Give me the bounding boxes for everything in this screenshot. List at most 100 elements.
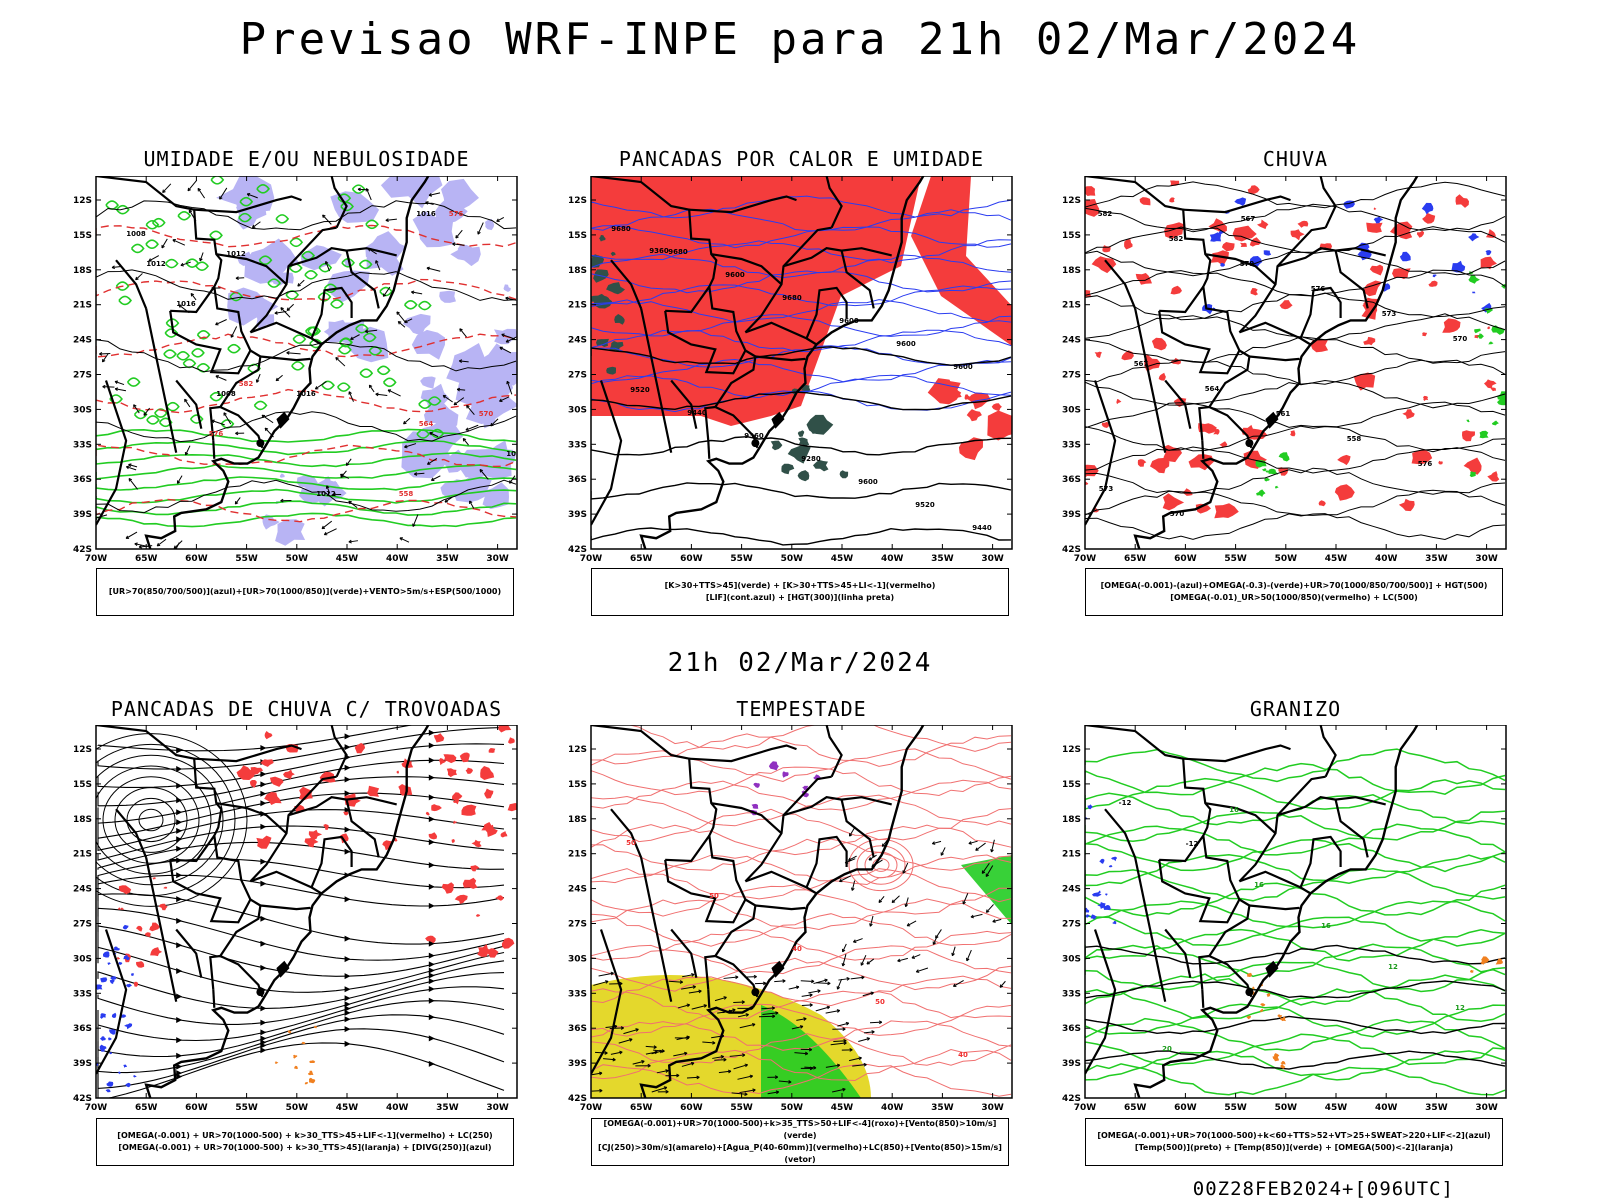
shaded-cell — [1094, 351, 1102, 358]
shaded-cell — [307, 1070, 314, 1076]
wind-vector — [280, 307, 291, 318]
wind-vector — [162, 183, 172, 193]
lon-tick-label: 35W — [931, 1103, 954, 1113]
lat-tick-label: 24S — [73, 885, 92, 895]
lifted-index-contour — [591, 358, 1012, 383]
wind-vector — [184, 398, 191, 408]
geopotential-contour — [1085, 203, 1506, 233]
subtitle: 21h 02/Mar/2024 — [667, 648, 933, 678]
thickness-contour — [96, 498, 517, 523]
shaded-cell — [260, 759, 274, 767]
wind-vector — [382, 286, 391, 297]
wind-vector — [992, 918, 1002, 923]
shaded-cell — [1169, 197, 1175, 203]
contour-label: 9440 — [972, 524, 992, 532]
humidity-contour — [196, 363, 211, 373]
wind-vector — [970, 913, 983, 918]
humidity-contour — [220, 419, 235, 429]
shaded-cell — [508, 737, 515, 744]
wind-vector — [878, 895, 885, 903]
shaded-cell — [1497, 391, 1506, 401]
shaded-cell — [1151, 337, 1167, 351]
shaded-cell — [1442, 318, 1461, 333]
shaded-cell — [1085, 290, 1092, 298]
wind-vector — [173, 540, 183, 549]
shaded-cell — [1259, 1008, 1264, 1013]
humidity-contour — [152, 217, 166, 228]
wind-vector — [247, 193, 258, 199]
humidity-contour — [239, 196, 254, 207]
shaded-cell — [451, 839, 455, 843]
shaded-cell — [1470, 969, 1474, 973]
contour-label: 570 — [479, 410, 494, 418]
wind-vector — [350, 334, 360, 340]
lon-tick-label: 70W — [1074, 1103, 1097, 1113]
shaded-cell — [256, 835, 272, 849]
shaded-cell — [1290, 229, 1305, 241]
shaded-cell — [1220, 262, 1225, 267]
wind-vector — [851, 880, 856, 891]
wind-vector — [499, 346, 512, 354]
humidity-contour — [330, 299, 344, 309]
shaded-cell — [264, 792, 282, 805]
shaded-cell — [488, 748, 496, 753]
shaded-cell — [1399, 251, 1411, 262]
shaded-cell — [382, 840, 394, 851]
lat-tick-label: 27S — [73, 371, 92, 381]
wind-vector — [762, 1012, 779, 1015]
wind-vector — [681, 986, 696, 990]
precipitable-water-contour — [591, 868, 1012, 903]
humidity-contour — [209, 230, 223, 241]
shaded-cell — [439, 758, 447, 766]
shaded-cell — [309, 1060, 316, 1063]
shaded-cell — [294, 1065, 298, 1070]
shaded-cell — [1421, 202, 1434, 215]
wind-vector — [429, 432, 439, 438]
shaded-cell — [1085, 464, 1099, 478]
lifted-index-contour — [591, 253, 1012, 279]
shaded-cell — [275, 519, 306, 546]
contour-label: 579 — [1240, 260, 1255, 268]
lat-tick-label: 21S — [1062, 301, 1081, 311]
shaded-cell — [100, 1013, 106, 1019]
shaded-cell — [441, 882, 454, 894]
shaded-cell — [108, 1037, 112, 1041]
shaded-cell — [1479, 430, 1489, 439]
lat-tick-label: 42S — [1062, 1094, 1081, 1104]
political-borders — [591, 725, 925, 1098]
humidity-contour — [337, 382, 351, 392]
contour-label: 20 — [1162, 1045, 1172, 1053]
lon-tick-label: 35W — [436, 1103, 459, 1113]
shaded-cell — [425, 935, 436, 944]
wind-vector — [135, 273, 143, 281]
contour-label: 9600 — [896, 340, 916, 348]
legend-line: [UR>70(850/700/500)](azul)+[UR>70(1000/8… — [108, 587, 502, 596]
wind-vector — [315, 381, 327, 390]
lat-tick-label: 39S — [73, 510, 92, 520]
lon-tick-label: 65W — [1124, 1103, 1147, 1113]
shaded-cell — [398, 784, 413, 796]
shaded-cell — [1101, 422, 1110, 428]
wind-vector — [761, 1007, 775, 1010]
run-timestamp: 00Z28FEB2024+[096UTC] — [1192, 1178, 1454, 1200]
lat-tick-label: 27S — [73, 920, 92, 930]
contour-label: 576 — [1418, 460, 1433, 468]
shaded-cell — [480, 766, 495, 780]
wind-vector — [677, 1004, 690, 1009]
shaded-cell — [96, 984, 103, 990]
wind-vector — [911, 954, 921, 959]
contour-label: 16 — [1229, 806, 1239, 814]
shaded-cell — [1375, 269, 1378, 272]
humidity-contour — [416, 429, 431, 439]
wind-vector — [651, 1050, 663, 1055]
shaded-cell — [1480, 960, 1485, 965]
legend-pancadas-calor: [K>30+TTS>45](verde) + [K>30+TTS>45+LI<-… — [591, 568, 1009, 616]
shaded-cell — [343, 811, 349, 816]
circulation-streamline — [138, 808, 164, 832]
shaded-cell — [1091, 256, 1117, 274]
lat-tick-label: 33S — [568, 440, 587, 450]
wind-vector — [466, 405, 475, 415]
circulation-streamline — [96, 765, 212, 875]
temperature-850-contour — [1085, 943, 1506, 978]
wind-vector — [864, 1031, 875, 1034]
